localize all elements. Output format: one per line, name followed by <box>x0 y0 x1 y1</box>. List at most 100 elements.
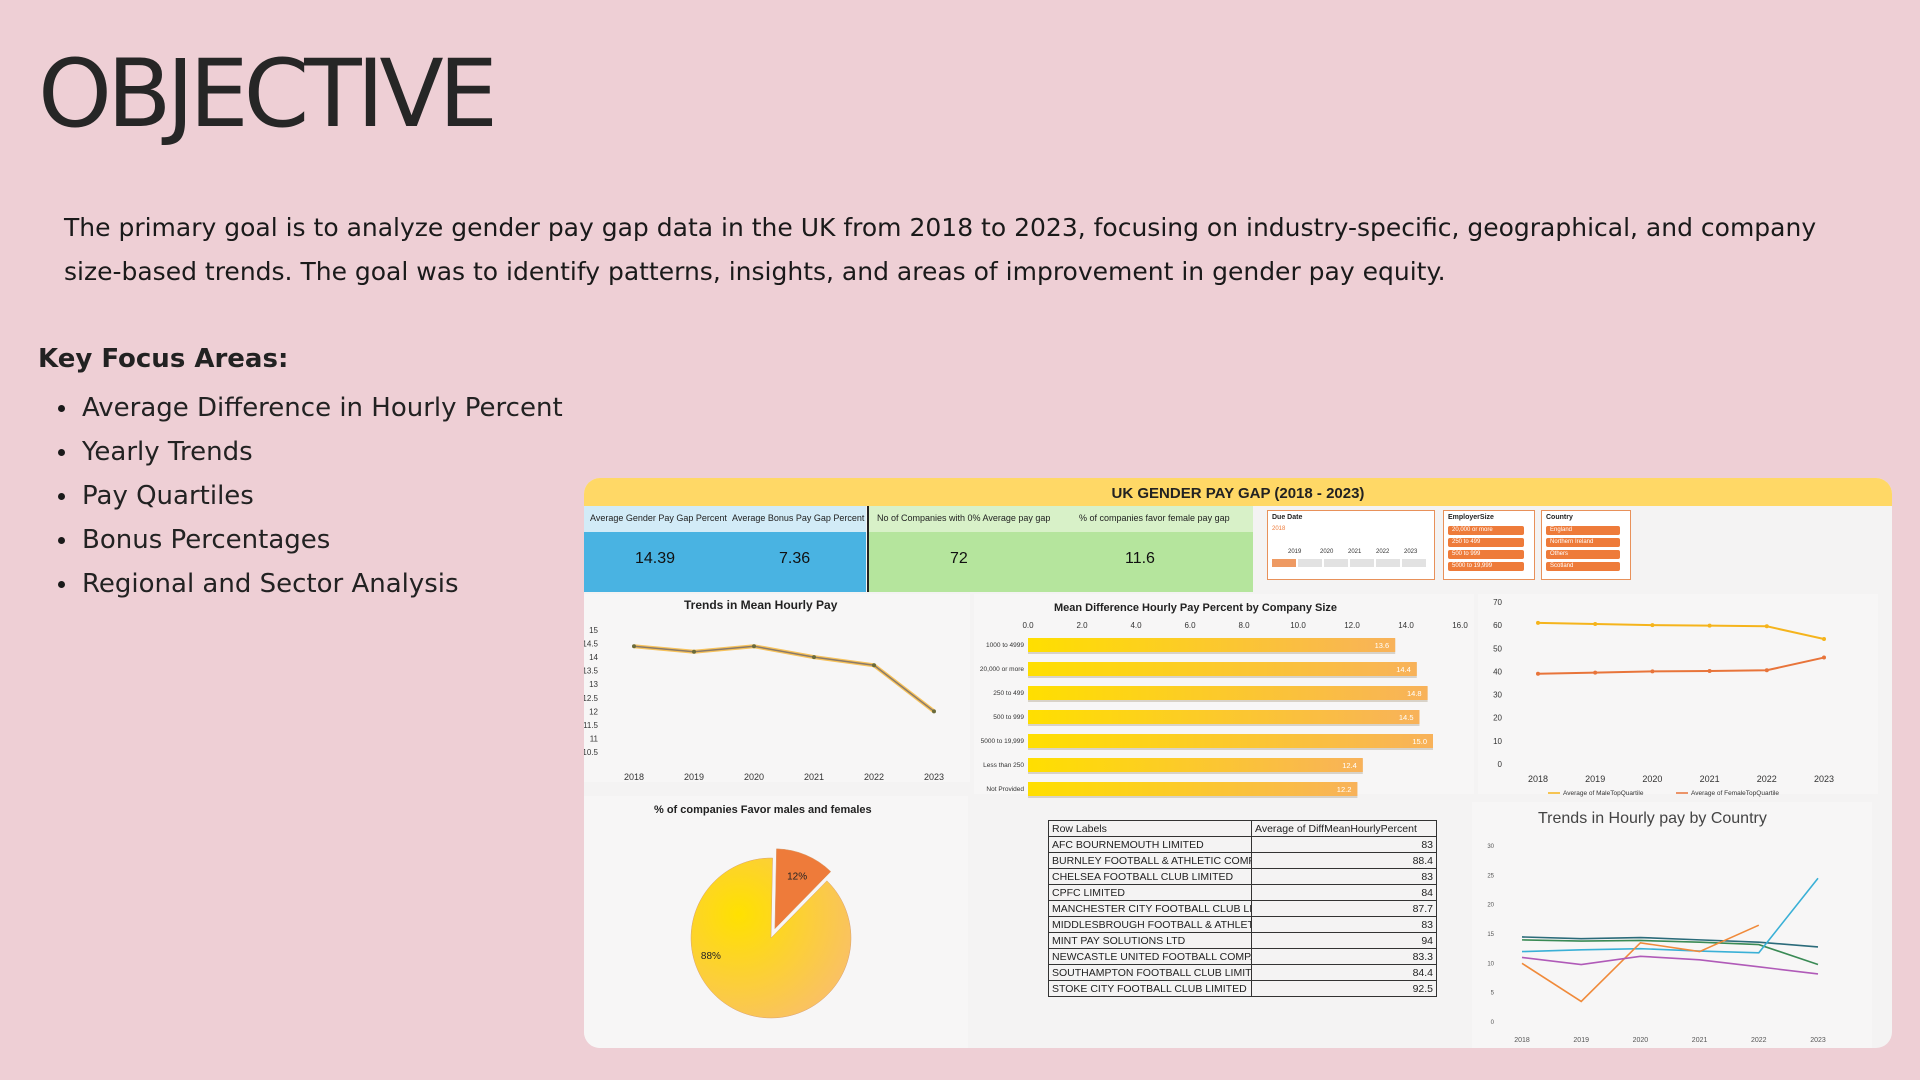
slicer-item[interactable]: England <box>1546 526 1620 535</box>
focus-list: Average Difference in Hourly Percent Yea… <box>46 386 563 606</box>
legend-label: Average of FemaleTopQuartile <box>1691 790 1779 797</box>
table-header: Row Labels <box>1048 820 1252 837</box>
y-tick-label: 50 <box>1493 644 1502 653</box>
x-tick-label: 2021 <box>1692 1037 1708 1044</box>
chart-top-quartile: 70 60 50 40 30 20 10 0 2018 2019 2020 2021 2022 2023 A… <box>1478 594 1878 797</box>
data-point <box>1707 623 1712 628</box>
x-tick-label: 2023 <box>924 772 944 782</box>
data-point <box>872 663 876 668</box>
data-point <box>812 655 816 660</box>
slicer-item[interactable]: 250 to 499 <box>1448 538 1524 547</box>
x-tick-label: 2022 <box>1757 774 1777 784</box>
x-tick-label: 8.0 <box>1238 621 1250 630</box>
chart-pie-favor: % of companies Favor males and females 1… <box>584 796 968 1048</box>
focus-item: Regional and Sector Analysis <box>46 562 563 606</box>
data-point <box>1822 655 1826 660</box>
series-line <box>1537 621 1825 641</box>
y-tick-label: 12 <box>589 707 598 716</box>
x-tick-label: 6.0 <box>1184 621 1196 630</box>
dashboard-image: UK GENDER PAY GAP (2018 - 2023) Average … <box>584 478 1892 1048</box>
data-point <box>1593 670 1598 675</box>
y-tick-label: 20 <box>1493 714 1502 723</box>
series-line <box>1537 656 1825 675</box>
slicer-item[interactable]: 5000 to 19,999 <box>1448 562 1524 571</box>
series-line <box>633 645 935 712</box>
y-tick-label: 30 <box>1487 844 1494 850</box>
country-slicer[interactable]: Country England Northern Ireland Others … <box>1541 510 1631 580</box>
bar <box>1028 638 1396 652</box>
slicer-item[interactable]: 500 to 999 <box>1448 550 1524 559</box>
slicer-year: 2019 <box>1288 549 1302 555</box>
y-tick-label: 12.5 <box>584 694 599 703</box>
series-line <box>1521 924 1760 1003</box>
x-tick-label: 2022 <box>1751 1037 1767 1044</box>
y-tick-label: 10 <box>1493 737 1502 746</box>
bar <box>1028 734 1433 748</box>
category-label: 1000 to 4999 <box>986 642 1024 649</box>
slicer-item[interactable]: Northern Ireland <box>1546 538 1620 547</box>
y-tick-label: 10 <box>1487 961 1494 967</box>
x-tick-label: 14.0 <box>1398 621 1414 630</box>
x-tick-label: 2018 <box>624 772 644 782</box>
slide-title: OBJECTIVE <box>38 40 498 149</box>
focus-item: Average Difference in Hourly Percent <box>46 386 563 430</box>
data-point <box>1822 637 1826 642</box>
kpi-value: 14.39 <box>635 550 676 567</box>
x-tick-label: 2018 <box>1528 774 1548 784</box>
x-tick-label: 2020 <box>1633 1037 1649 1044</box>
category-label: 5000 to 19,999 <box>981 738 1025 745</box>
kpi-label: Average Bonus Pay Gap Percent <box>732 513 865 523</box>
x-tick-label: 2019 <box>684 772 704 782</box>
x-tick-label: 2020 <box>1642 774 1662 784</box>
data-label: 14.5 <box>1399 713 1414 722</box>
x-tick-label: 12.0 <box>1344 621 1360 630</box>
slicer-item[interactable]: 20,000 or more <box>1448 526 1524 535</box>
table-row: AFC BOURNEMOUTH LIMITED 83 <box>1048 836 1437 853</box>
kpi-value: 11.6 <box>1125 550 1155 567</box>
table-row: STOKE CITY FOOTBALL CLUB LIMITED 92.5 <box>1048 980 1437 997</box>
series-line <box>1521 939 1819 966</box>
slice-label: 12% <box>787 872 807 883</box>
slicer-item[interactable]: Others <box>1546 550 1620 559</box>
table-row: MINT PAY SOLUTIONS LTD 94 <box>1048 932 1437 949</box>
chart-svg: 15 14.5 14 13.5 13 12.5 12 11.5 11 10.5 2018 2019 20… <box>584 626 944 782</box>
chart-title: Trends in Mean Hourly Pay <box>684 598 838 612</box>
slicer-title: EmployerSize <box>1448 514 1494 521</box>
series-line-glow <box>633 644 936 713</box>
chart-svg: 12% 88% <box>690 848 852 1019</box>
data-point <box>692 649 696 654</box>
slicer-year: 2023 <box>1404 549 1418 555</box>
kpi-group-pay-gap: Average Gender Pay Gap Percent Average B… <box>584 506 866 592</box>
category-label: 250 to 499 <box>993 690 1024 697</box>
table-row: SOUTHAMPTON FOOTBALL CLUB LIMITED 84.4 <box>1048 964 1437 981</box>
kpi-value: 72 <box>950 550 968 567</box>
y-tick-label: 40 <box>1493 667 1502 676</box>
y-tick-label: 60 <box>1493 621 1502 630</box>
y-tick-label: 10.5 <box>584 748 599 757</box>
x-tick-label: 2023 <box>1814 774 1834 784</box>
x-tick-label: 2019 <box>1585 774 1605 784</box>
chart-company-size: Mean Difference Hourly Pay Percent by Co… <box>974 594 1474 798</box>
table-row: BURNLEY FOOTBALL & ATHLETIC COMPANY88.4 <box>1048 852 1437 869</box>
data-point <box>1650 669 1655 674</box>
pie-slice <box>774 848 832 930</box>
x-tick-label: 2019 <box>1573 1037 1589 1044</box>
due-date-slicer[interactable]: Due Date 2018 2019 2020 2021 2022 2023 <box>1267 510 1435 580</box>
employer-size-slicer[interactable]: EmployerSize 20,000 or more 250 to 499 5… <box>1443 510 1535 580</box>
table-row: MIDDLESBROUGH FOOTBALL & ATHLETIC 83 <box>1048 916 1437 933</box>
x-tick-label: 2023 <box>1810 1037 1826 1044</box>
chart-svg: 30 25 20 15 10 5 0 2018 2019 2020 2021 2022 2023 <box>1487 844 1826 1044</box>
focus-heading: Key Focus Areas: <box>38 344 289 374</box>
y-tick-label: 14.5 <box>584 640 599 649</box>
data-label: 14.8 <box>1407 689 1422 698</box>
y-tick-label: 70 <box>1493 598 1502 607</box>
focus-item: Yearly Trends <box>46 430 563 474</box>
x-tick-label: 0.0 <box>1022 621 1034 630</box>
y-tick-label: 11 <box>590 734 599 743</box>
kpi-label: Average Gender Pay Gap Percent <box>590 513 727 523</box>
category-label: 500 to 999 <box>993 714 1024 721</box>
slicer-item[interactable]: Scotland <box>1546 562 1620 571</box>
y-tick-label: 14 <box>589 653 598 662</box>
bar <box>1028 662 1417 676</box>
y-tick-label: 15 <box>589 626 598 635</box>
